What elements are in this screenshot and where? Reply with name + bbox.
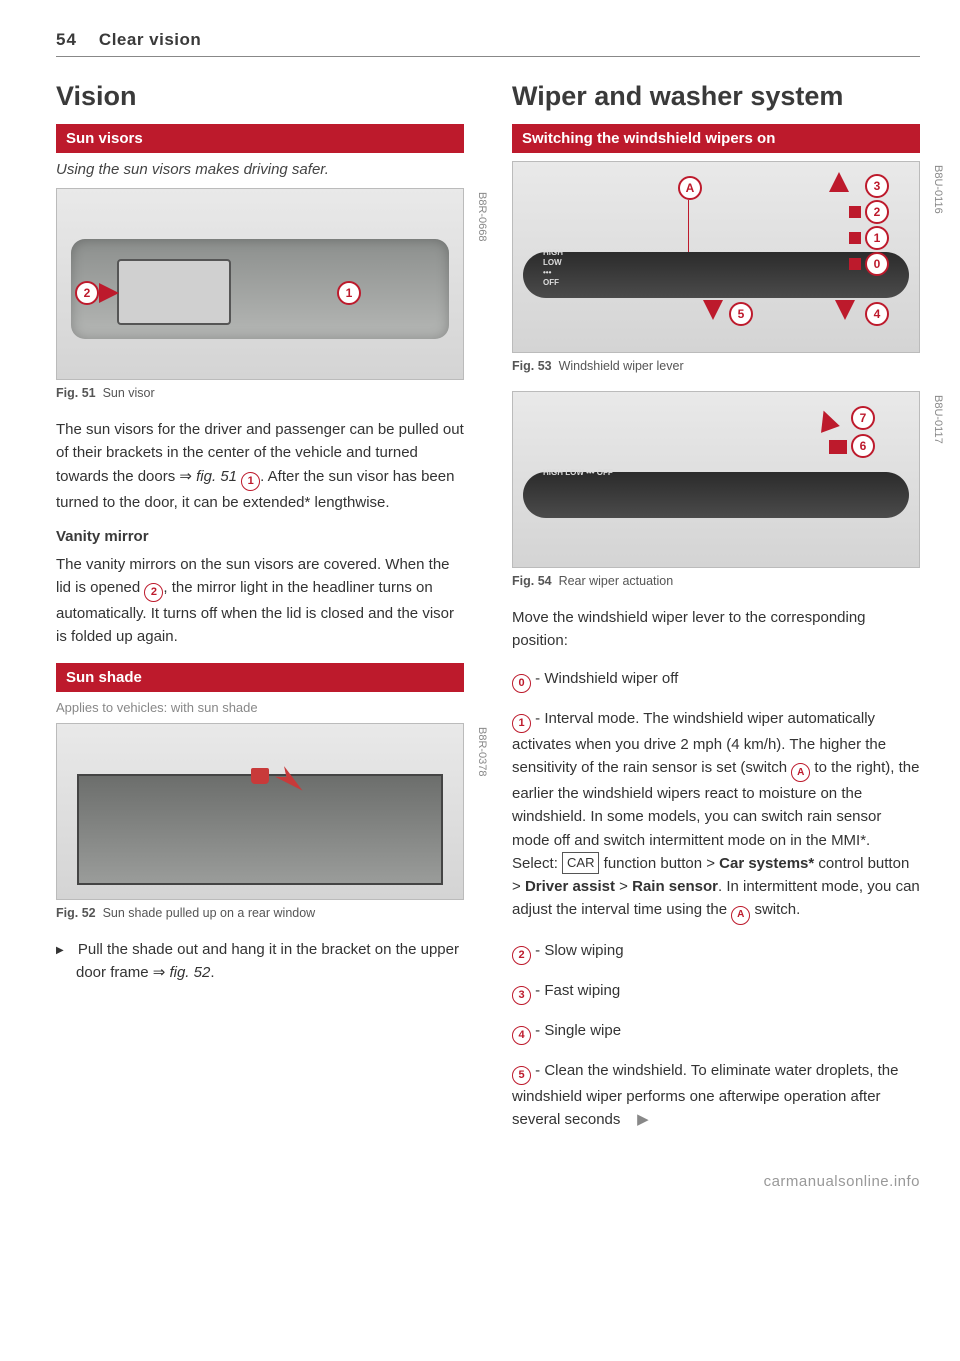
footer-watermark: carmanualsonline.info [56, 1173, 920, 1190]
chapter-title: Clear vision [99, 30, 201, 50]
item-3: 3 - Fast wiping [512, 979, 920, 1005]
lever-labels: HIGH LOW ••• OFF [543, 248, 563, 288]
square-icon [849, 258, 861, 270]
arrow-icon [814, 407, 840, 433]
car-button: CAR [562, 852, 599, 874]
shade-clip [251, 768, 269, 784]
right-column: Wiper and washer system Switching the wi… [512, 75, 920, 1145]
left-column: Vision Sun visors Using the sun visors m… [56, 75, 464, 1145]
columns: Vision Sun visors Using the sun visors m… [56, 75, 920, 1145]
ref-1: 1 [241, 472, 260, 491]
bullet-shade: Pull the shade out and hang it in the br… [56, 938, 464, 985]
ref-2: 2 [144, 583, 163, 602]
fig-52-caption: Fig. 52 Sun shade pulled up on a rear wi… [56, 906, 464, 920]
ref-3: 3 [512, 986, 531, 1005]
ref-A2: A [731, 906, 750, 925]
fig-54-num: Fig. 54 [512, 574, 552, 588]
para-vanity: The vanity mirrors on the sun visors are… [56, 553, 464, 649]
ref-2b: 2 [512, 946, 531, 965]
fig-54-text: Rear wiper actuation [559, 574, 674, 588]
marker-6: 6 [851, 434, 875, 458]
fig-51-text: Sun visor [103, 386, 155, 400]
fig-52-code: B8R-0378 [476, 727, 488, 777]
fig-53-caption: Fig. 53 Windshield wiper lever [512, 359, 920, 373]
redbar-wipers: Switching the windshield wipers on [512, 124, 920, 153]
fig-52 [56, 723, 464, 900]
marker-A: A [678, 176, 702, 200]
fig-53-code: B8U-0116 [932, 165, 944, 214]
visor-mirror [117, 259, 231, 325]
fig-54-code: B8U-0117 [932, 395, 944, 444]
page-number: 54 [56, 30, 77, 50]
fig-51-caption: Fig. 51 Sun visor [56, 386, 464, 400]
arrow-up-icon [829, 172, 849, 192]
item-1: 1 - Interval mode. The windshield wiper … [512, 707, 920, 925]
fig-54: HIGH LOW ••• OFF 7 6 [512, 391, 920, 568]
redbar-sun-shade: Sun shade [56, 663, 464, 692]
section-heading-wiper: Wiper and washer system [512, 81, 920, 112]
arrow-icon [99, 283, 119, 303]
item-5: 5 - Clean the windshield. To eliminate w… [512, 1059, 920, 1132]
marker-0: 0 [865, 252, 889, 276]
fig-51: 2 1 [56, 188, 464, 380]
page-header: 54 Clear vision [56, 30, 920, 57]
fig-52-num: Fig. 52 [56, 906, 96, 920]
item-2: 2 - Slow wiping [512, 939, 920, 965]
marker-7: 7 [851, 406, 875, 430]
fig-54-caption: Fig. 54 Rear wiper actuation [512, 574, 920, 588]
para-move-lever: Move the windshield wiper lever to the c… [512, 606, 920, 653]
fig-53-text: Windshield wiper lever [559, 359, 684, 373]
applies-note: Applies to vehicles: with sun shade [56, 700, 464, 715]
page: 54 Clear vision Vision Sun visors Using … [0, 0, 960, 1230]
lever-labels: HIGH LOW ••• OFF [543, 468, 613, 478]
arrow-down-icon [835, 300, 855, 320]
marker-1b: 1 [865, 226, 889, 250]
marker-2b: 2 [865, 200, 889, 224]
marker-5: 5 [729, 302, 753, 326]
subhead-vanity: Vanity mirror [56, 528, 464, 545]
ref-0: 0 [512, 674, 531, 693]
ref-1b: 1 [512, 714, 531, 733]
fig-51-num: Fig. 51 [56, 386, 96, 400]
wiper-lever-rear [523, 472, 909, 518]
square-icon [849, 206, 861, 218]
fig-53-num: Fig. 53 [512, 359, 552, 373]
marker-4: 4 [865, 302, 889, 326]
fig-54-wrap: HIGH LOW ••• OFF 7 6 B8U-0117 [512, 391, 920, 568]
marker-1: 1 [337, 281, 361, 305]
fig-53: HIGH LOW ••• OFF A 3 2 1 0 4 5 [512, 161, 920, 353]
fig-53-wrap: HIGH LOW ••• OFF A 3 2 1 0 4 5 B8U-0 [512, 161, 920, 353]
pointer-line [688, 200, 689, 252]
ref-4: 4 [512, 1026, 531, 1045]
sun-visors-caption: Using the sun visors makes driving safer… [56, 161, 464, 178]
square-icon [849, 232, 861, 244]
para-visor: The sun visors for the driver and passen… [56, 418, 464, 514]
fig-51-wrap: 2 1 B8R-0668 [56, 188, 464, 380]
section-heading-vision: Vision [56, 81, 464, 112]
ref-A: A [791, 763, 810, 782]
fig-52-text: Sun shade pulled up on a rear window [103, 906, 316, 920]
item-0: 0 - Windshield wiper off [512, 667, 920, 693]
window-shape [77, 774, 443, 885]
arrow-down-icon [703, 300, 723, 320]
fig-52-wrap: B8R-0378 [56, 723, 464, 900]
marker-2: 2 [75, 281, 99, 305]
fig-51-code: B8R-0668 [476, 192, 488, 242]
redbar-sun-visors: Sun visors [56, 124, 464, 153]
marker-3: 3 [865, 174, 889, 198]
square-icon [829, 440, 847, 454]
item-4: 4 - Single wipe [512, 1019, 920, 1045]
ref-5: 5 [512, 1066, 531, 1085]
